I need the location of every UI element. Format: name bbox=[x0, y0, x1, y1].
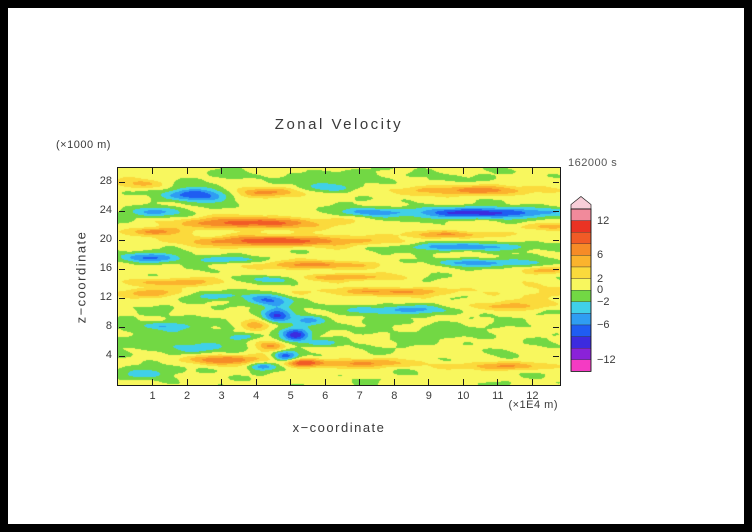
time-stamp-label: 162000 s bbox=[568, 157, 618, 169]
colorbar-band bbox=[570, 336, 592, 349]
colorbar-band bbox=[570, 278, 592, 291]
x-axis-tick-top bbox=[531, 168, 533, 174]
x-tick-label: 10 bbox=[457, 390, 470, 402]
contour-heatmap bbox=[118, 168, 560, 385]
x-axis-units-label: (×1E4 m) bbox=[508, 399, 558, 411]
x-axis-label: x−coordinate bbox=[292, 420, 386, 435]
z-axis-label: z−coordinate bbox=[73, 230, 89, 324]
colorbar-label: 12 bbox=[597, 214, 610, 227]
colorbar-band bbox=[570, 232, 592, 244]
x-tick-label: 6 bbox=[322, 390, 329, 402]
z-axis-tick-right bbox=[553, 355, 559, 357]
colorbar-label: 0 bbox=[597, 284, 604, 297]
x-axis-tick bbox=[152, 379, 154, 385]
z-axis-tick-right bbox=[553, 297, 559, 299]
x-axis-tick bbox=[324, 379, 326, 385]
x-axis-tick-top bbox=[152, 168, 154, 174]
x-axis-tick-top bbox=[428, 168, 430, 174]
colorbar-band bbox=[570, 359, 592, 372]
x-axis-tick bbox=[290, 379, 292, 385]
z-axis-tick bbox=[119, 355, 125, 357]
x-axis-tick-top bbox=[359, 168, 361, 174]
z-axis-tick-right bbox=[553, 181, 559, 183]
x-axis-tick bbox=[359, 379, 361, 385]
x-tick-label: 12 bbox=[526, 390, 539, 402]
z-axis-tick bbox=[119, 181, 125, 183]
x-axis-tick-top bbox=[462, 168, 464, 174]
colorbar-band bbox=[570, 208, 592, 221]
x-tick-label: 7 bbox=[356, 390, 363, 402]
x-axis-tick bbox=[428, 379, 430, 385]
colorbar-band bbox=[570, 220, 592, 233]
z-axis-tick bbox=[119, 239, 125, 241]
x-axis-tick bbox=[186, 379, 188, 385]
z-tick-label: 20 bbox=[99, 233, 112, 246]
x-tick-label: 2 bbox=[184, 390, 191, 402]
x-axis-tick bbox=[393, 379, 395, 385]
colorbar-band bbox=[570, 255, 592, 268]
colorbar-band bbox=[570, 290, 592, 302]
colorbar-band bbox=[570, 266, 592, 279]
colorbar-label: 6 bbox=[597, 249, 604, 262]
x-axis-tick bbox=[497, 379, 499, 385]
z-axis-tick bbox=[119, 210, 125, 212]
z-axis-tick bbox=[119, 268, 125, 270]
colorbar-band bbox=[570, 243, 592, 256]
colorbar-label: −12 bbox=[597, 353, 616, 366]
x-axis-tick bbox=[462, 379, 464, 385]
z-axis-tick-right bbox=[553, 239, 559, 241]
x-tick-label: 5 bbox=[287, 390, 294, 402]
x-axis-tick-top bbox=[324, 168, 326, 174]
colorbar-over-tip bbox=[570, 196, 592, 210]
z-axis-units-label: (×1000 m) bbox=[56, 139, 111, 151]
x-axis-tick bbox=[531, 379, 533, 385]
x-tick-label: 9 bbox=[425, 390, 432, 402]
x-axis-tick-top bbox=[290, 168, 292, 174]
x-axis-tick-top bbox=[393, 168, 395, 174]
z-tick-label: 28 bbox=[99, 175, 112, 188]
colorbar-outline bbox=[570, 208, 592, 372]
colorbar bbox=[570, 196, 592, 372]
x-tick-label: 3 bbox=[218, 390, 225, 402]
z-axis-tick bbox=[119, 297, 125, 299]
colorbar-label: −2 bbox=[597, 295, 610, 308]
x-axis-tick-top bbox=[255, 168, 257, 174]
colorbar-label: 2 bbox=[597, 272, 604, 285]
z-axis-tick-right bbox=[553, 326, 559, 328]
x-axis-tick-top bbox=[186, 168, 188, 174]
colorbar-label: −6 bbox=[597, 319, 610, 331]
colorbar-band bbox=[570, 324, 592, 337]
colorbar-band bbox=[570, 301, 592, 314]
chart-title: Zonal Velocity bbox=[274, 116, 404, 133]
z-tick-label: 12 bbox=[99, 291, 112, 304]
x-tick-label: 4 bbox=[253, 390, 260, 402]
z-axis-tick-right bbox=[553, 268, 559, 270]
x-axis-tick bbox=[255, 379, 257, 385]
z-tick-label: 24 bbox=[99, 204, 112, 217]
colorbar-band bbox=[570, 348, 592, 360]
z-axis-tick bbox=[119, 326, 125, 328]
x-axis-tick-top bbox=[497, 168, 499, 174]
x-axis-tick bbox=[221, 379, 223, 385]
x-tick-label: 1 bbox=[149, 390, 156, 402]
z-tick-label: 4 bbox=[105, 349, 112, 362]
x-axis-tick-top bbox=[221, 168, 223, 174]
x-tick-label: 8 bbox=[391, 390, 398, 402]
colorbar-band bbox=[570, 313, 592, 326]
z-axis-tick-right bbox=[553, 210, 559, 212]
z-tick-label: 8 bbox=[105, 320, 112, 333]
z-tick-label: 16 bbox=[99, 262, 112, 275]
x-tick-label: 11 bbox=[492, 390, 504, 402]
